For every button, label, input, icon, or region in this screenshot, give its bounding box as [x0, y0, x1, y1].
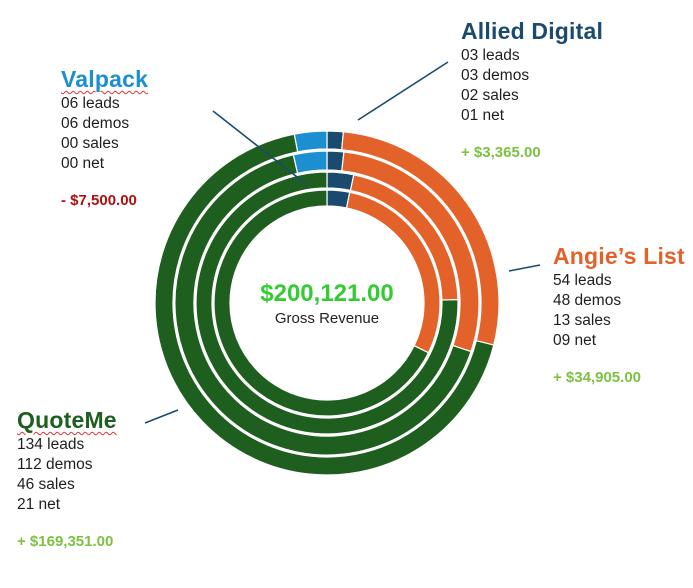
arc-quoteme-leads	[154, 133, 495, 476]
callout-line-allied-digital	[357, 61, 449, 121]
stat-net: 01 net	[461, 107, 505, 124]
legend-valpack: Valpack 06 leads 06 demos 00 sales 00 ne…	[61, 66, 148, 209]
gross-revenue-value: $200,121.00	[260, 280, 394, 307]
legend-allied-digital: Allied Digital 03 leads 03 demos 02 sale…	[461, 18, 603, 161]
callout-line-valpack	[212, 110, 307, 185]
revenue-value: + $3,365.00	[461, 144, 541, 161]
stat-sales: 02 sales	[461, 87, 519, 104]
stat-sales: 13 sales	[553, 312, 611, 329]
revenue-value: - $7,500.00	[61, 192, 137, 209]
stat-demos: 48 demos	[553, 292, 622, 309]
source-name: Angie’s List	[553, 243, 685, 269]
arc-valpack-leads	[293, 130, 328, 153]
stat-leads: 03 leads	[461, 47, 520, 64]
arc-quoteme-demos	[174, 154, 472, 456]
legend-quoteme: QuoteMe 134 leads 112 demos 46 sales 21 …	[17, 407, 117, 550]
stat-net: 21 net	[17, 496, 61, 513]
stat-leads: 134 leads	[17, 436, 85, 453]
source-name: Allied Digital	[461, 18, 604, 44]
callout-lines	[144, 61, 541, 424]
stat-net: 09 net	[553, 332, 597, 349]
source-name: QuoteMe	[17, 407, 117, 433]
arc-quoteme-net	[213, 189, 430, 417]
stat-sales: 46 sales	[17, 476, 75, 493]
arc-allied-digital-sales	[326, 171, 355, 192]
arc-allied-digital-net	[326, 189, 351, 209]
source-name: Valpack	[61, 66, 149, 92]
arc-allied-digital-leads	[326, 130, 345, 151]
donut-arcs	[154, 130, 500, 476]
stat-demos: 112 demos	[17, 456, 93, 473]
stat-sales: 00 sales	[61, 135, 119, 152]
stat-leads: 06 leads	[61, 95, 120, 112]
stat-demos: 06 demos	[61, 115, 130, 132]
arc-allied-digital-demos	[326, 150, 345, 172]
revenue-value: + $34,905.00	[553, 369, 642, 386]
stat-demos: 03 demos	[461, 67, 530, 84]
stat-leads: 54 leads	[553, 272, 612, 289]
arc-valpack-demos	[292, 150, 328, 175]
legend-angies-list: Angie’s List 54 leads 48 demos 13 sales …	[553, 243, 685, 386]
arc-quoteme-sales	[195, 171, 459, 435]
revenue-value: + $169,351.00	[17, 533, 114, 550]
callout-line-angies-list	[508, 264, 541, 272]
stat-net: 00 net	[61, 155, 105, 172]
callout-line-quoteme	[144, 409, 179, 424]
gross-revenue-label: Gross Revenue	[274, 310, 380, 327]
